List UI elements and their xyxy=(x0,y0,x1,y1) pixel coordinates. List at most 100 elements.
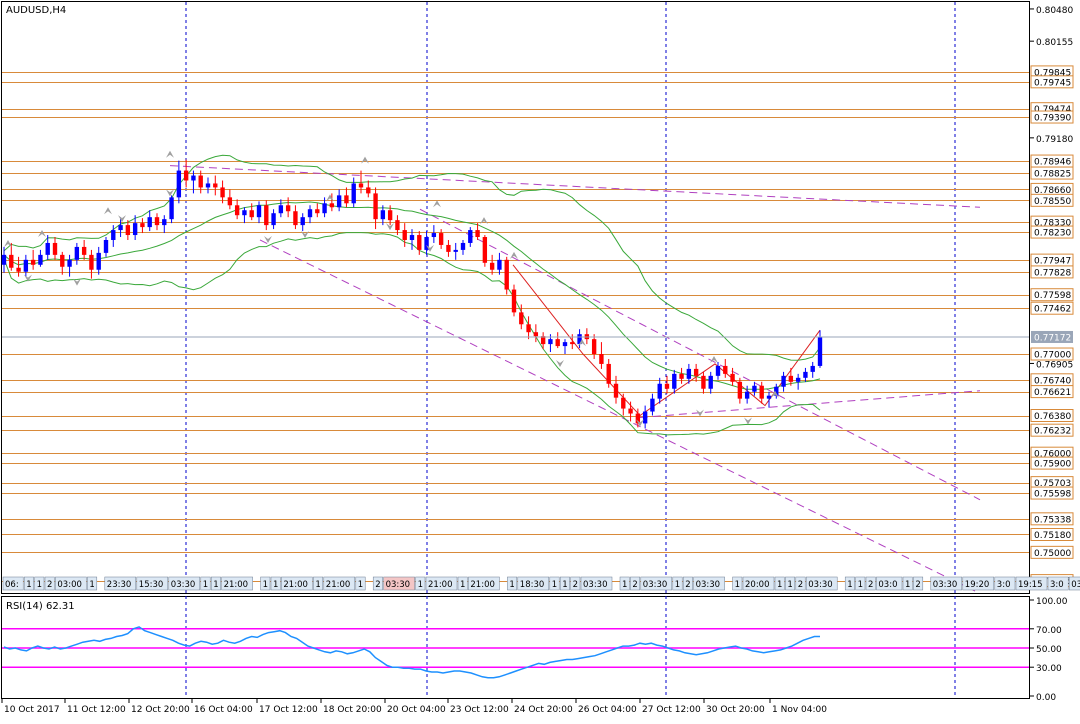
level-price-label: 0.76232 xyxy=(1034,427,1071,437)
time-tag xyxy=(1068,576,1080,591)
candle-body xyxy=(132,223,138,236)
time-tag xyxy=(994,576,1016,591)
candle-body xyxy=(533,332,539,337)
rsi-panel: 100.00 70.00 50.00 30.00 0.00 xyxy=(2,597,1068,703)
time-tag-label: 21:00 xyxy=(470,580,495,590)
time-tag xyxy=(200,576,211,591)
level-price-label: 0.75703 xyxy=(1034,479,1071,489)
time-tag-label: 03:30 xyxy=(171,580,196,590)
level-price-tag xyxy=(1030,193,1074,207)
rsi-tick-label: 30.00 xyxy=(1036,664,1062,674)
time-tag-label: 19:15 xyxy=(1018,580,1043,590)
fractal-up-arrow xyxy=(361,156,369,164)
candle-body xyxy=(752,385,757,392)
time-tag xyxy=(468,576,500,591)
candle-body xyxy=(162,219,167,226)
level-price-tag xyxy=(1030,512,1074,526)
current-price-label: 0.77172 xyxy=(1034,333,1071,343)
time-tag-label: 2 xyxy=(685,580,690,590)
candle-body xyxy=(591,339,597,355)
time-tick-label: 12 Oct 20:00 xyxy=(131,705,190,715)
rsi-tick-label: 100.00 xyxy=(1036,597,1068,607)
fractal-up-arrow xyxy=(771,390,779,398)
candle-body xyxy=(744,391,750,399)
time-tag-label: 1 xyxy=(847,580,852,590)
time-tag xyxy=(425,576,458,591)
rsi-label: RSI(14) 62.31 xyxy=(6,601,75,612)
time-tag-label: 03:30 xyxy=(386,580,411,590)
candle-body xyxy=(599,354,604,364)
fractal-up-arrow xyxy=(166,150,174,158)
fractal-up-arrow xyxy=(326,194,334,202)
fractal-down-arrow xyxy=(264,235,272,243)
candle-body xyxy=(387,210,393,221)
time-tag xyxy=(902,576,913,591)
candle-body xyxy=(329,203,335,208)
level-price-label: 0.78550 xyxy=(1034,197,1071,207)
candle-body xyxy=(140,223,145,228)
fractal-down-arrow xyxy=(386,223,394,231)
candle-body xyxy=(686,368,692,379)
time-tag xyxy=(260,576,271,591)
time-tag xyxy=(619,576,630,591)
time-tag xyxy=(55,576,87,591)
candle-body xyxy=(30,259,36,265)
candle-body xyxy=(307,209,313,218)
time-tag-label: 1 xyxy=(858,580,863,590)
level-price-tag xyxy=(1030,385,1074,399)
level-price-label: 0.77462 xyxy=(1034,305,1071,315)
level-price-label: 0.77598 xyxy=(1034,291,1071,301)
rsi-tick-label: 0.00 xyxy=(1036,693,1056,703)
level-price-label: 0.79845 xyxy=(1034,68,1071,78)
level-price-label: 0.75000 xyxy=(1034,549,1071,559)
candle-body xyxy=(468,230,473,243)
candle-body xyxy=(373,193,378,220)
candle-body xyxy=(1,254,7,265)
time-tick-label: 30 Oct 20:00 xyxy=(706,705,765,715)
time-tag-label: 18:30 xyxy=(520,580,545,590)
candle-body xyxy=(664,383,670,389)
candle-body xyxy=(657,383,662,399)
time-tag-label: 2 xyxy=(573,580,578,590)
candle-body xyxy=(96,252,101,270)
level-price-tag xyxy=(1030,110,1074,124)
time-tick-label: 11 Oct 12:00 xyxy=(67,705,126,715)
candle-body xyxy=(708,375,713,389)
time-tags: 06: 1 1 2 03:00 1 23:30 15:30 03:30 1 1 21:00 1 1 21:0… xyxy=(2,576,1080,591)
time-tag-label: 21:00 xyxy=(428,580,453,590)
time-tag-label: 2 xyxy=(868,580,873,590)
level-price-tag xyxy=(1030,423,1074,437)
candle-body xyxy=(351,183,356,204)
time-tag xyxy=(682,576,693,591)
candle-body xyxy=(285,205,291,212)
time-tag-label: 1 xyxy=(675,580,680,590)
time-tag xyxy=(355,576,366,591)
candle-body xyxy=(489,262,495,270)
candle-body xyxy=(781,375,786,387)
level-price-tag xyxy=(1030,265,1074,279)
band-upper xyxy=(3,154,821,361)
time-tag xyxy=(415,576,426,591)
time-tag xyxy=(930,576,963,591)
candle-body xyxy=(125,225,131,236)
candle-body xyxy=(570,342,575,345)
time-tag xyxy=(44,576,55,591)
time-axis: 10 Oct 2017 11 Oct 12:00 12 Oct 20:00 16 Oc… xyxy=(1,698,827,715)
candle-body xyxy=(511,289,517,313)
candle-body xyxy=(111,230,116,240)
candle-body xyxy=(526,324,531,333)
candle-body xyxy=(38,254,43,265)
candle-body xyxy=(16,267,21,272)
candle-body xyxy=(176,170,182,198)
time-tag xyxy=(87,576,98,591)
time-tick-label: 10 Oct 2017 xyxy=(4,705,60,715)
candle-body xyxy=(154,217,160,226)
time-tag xyxy=(855,576,866,591)
fractal-down-arrow xyxy=(166,189,174,197)
candle-body xyxy=(642,411,648,424)
candle-body xyxy=(788,375,794,382)
level-price-label: 0.76000 xyxy=(1034,450,1071,460)
candle-body xyxy=(737,381,743,399)
candle-body xyxy=(810,365,815,372)
